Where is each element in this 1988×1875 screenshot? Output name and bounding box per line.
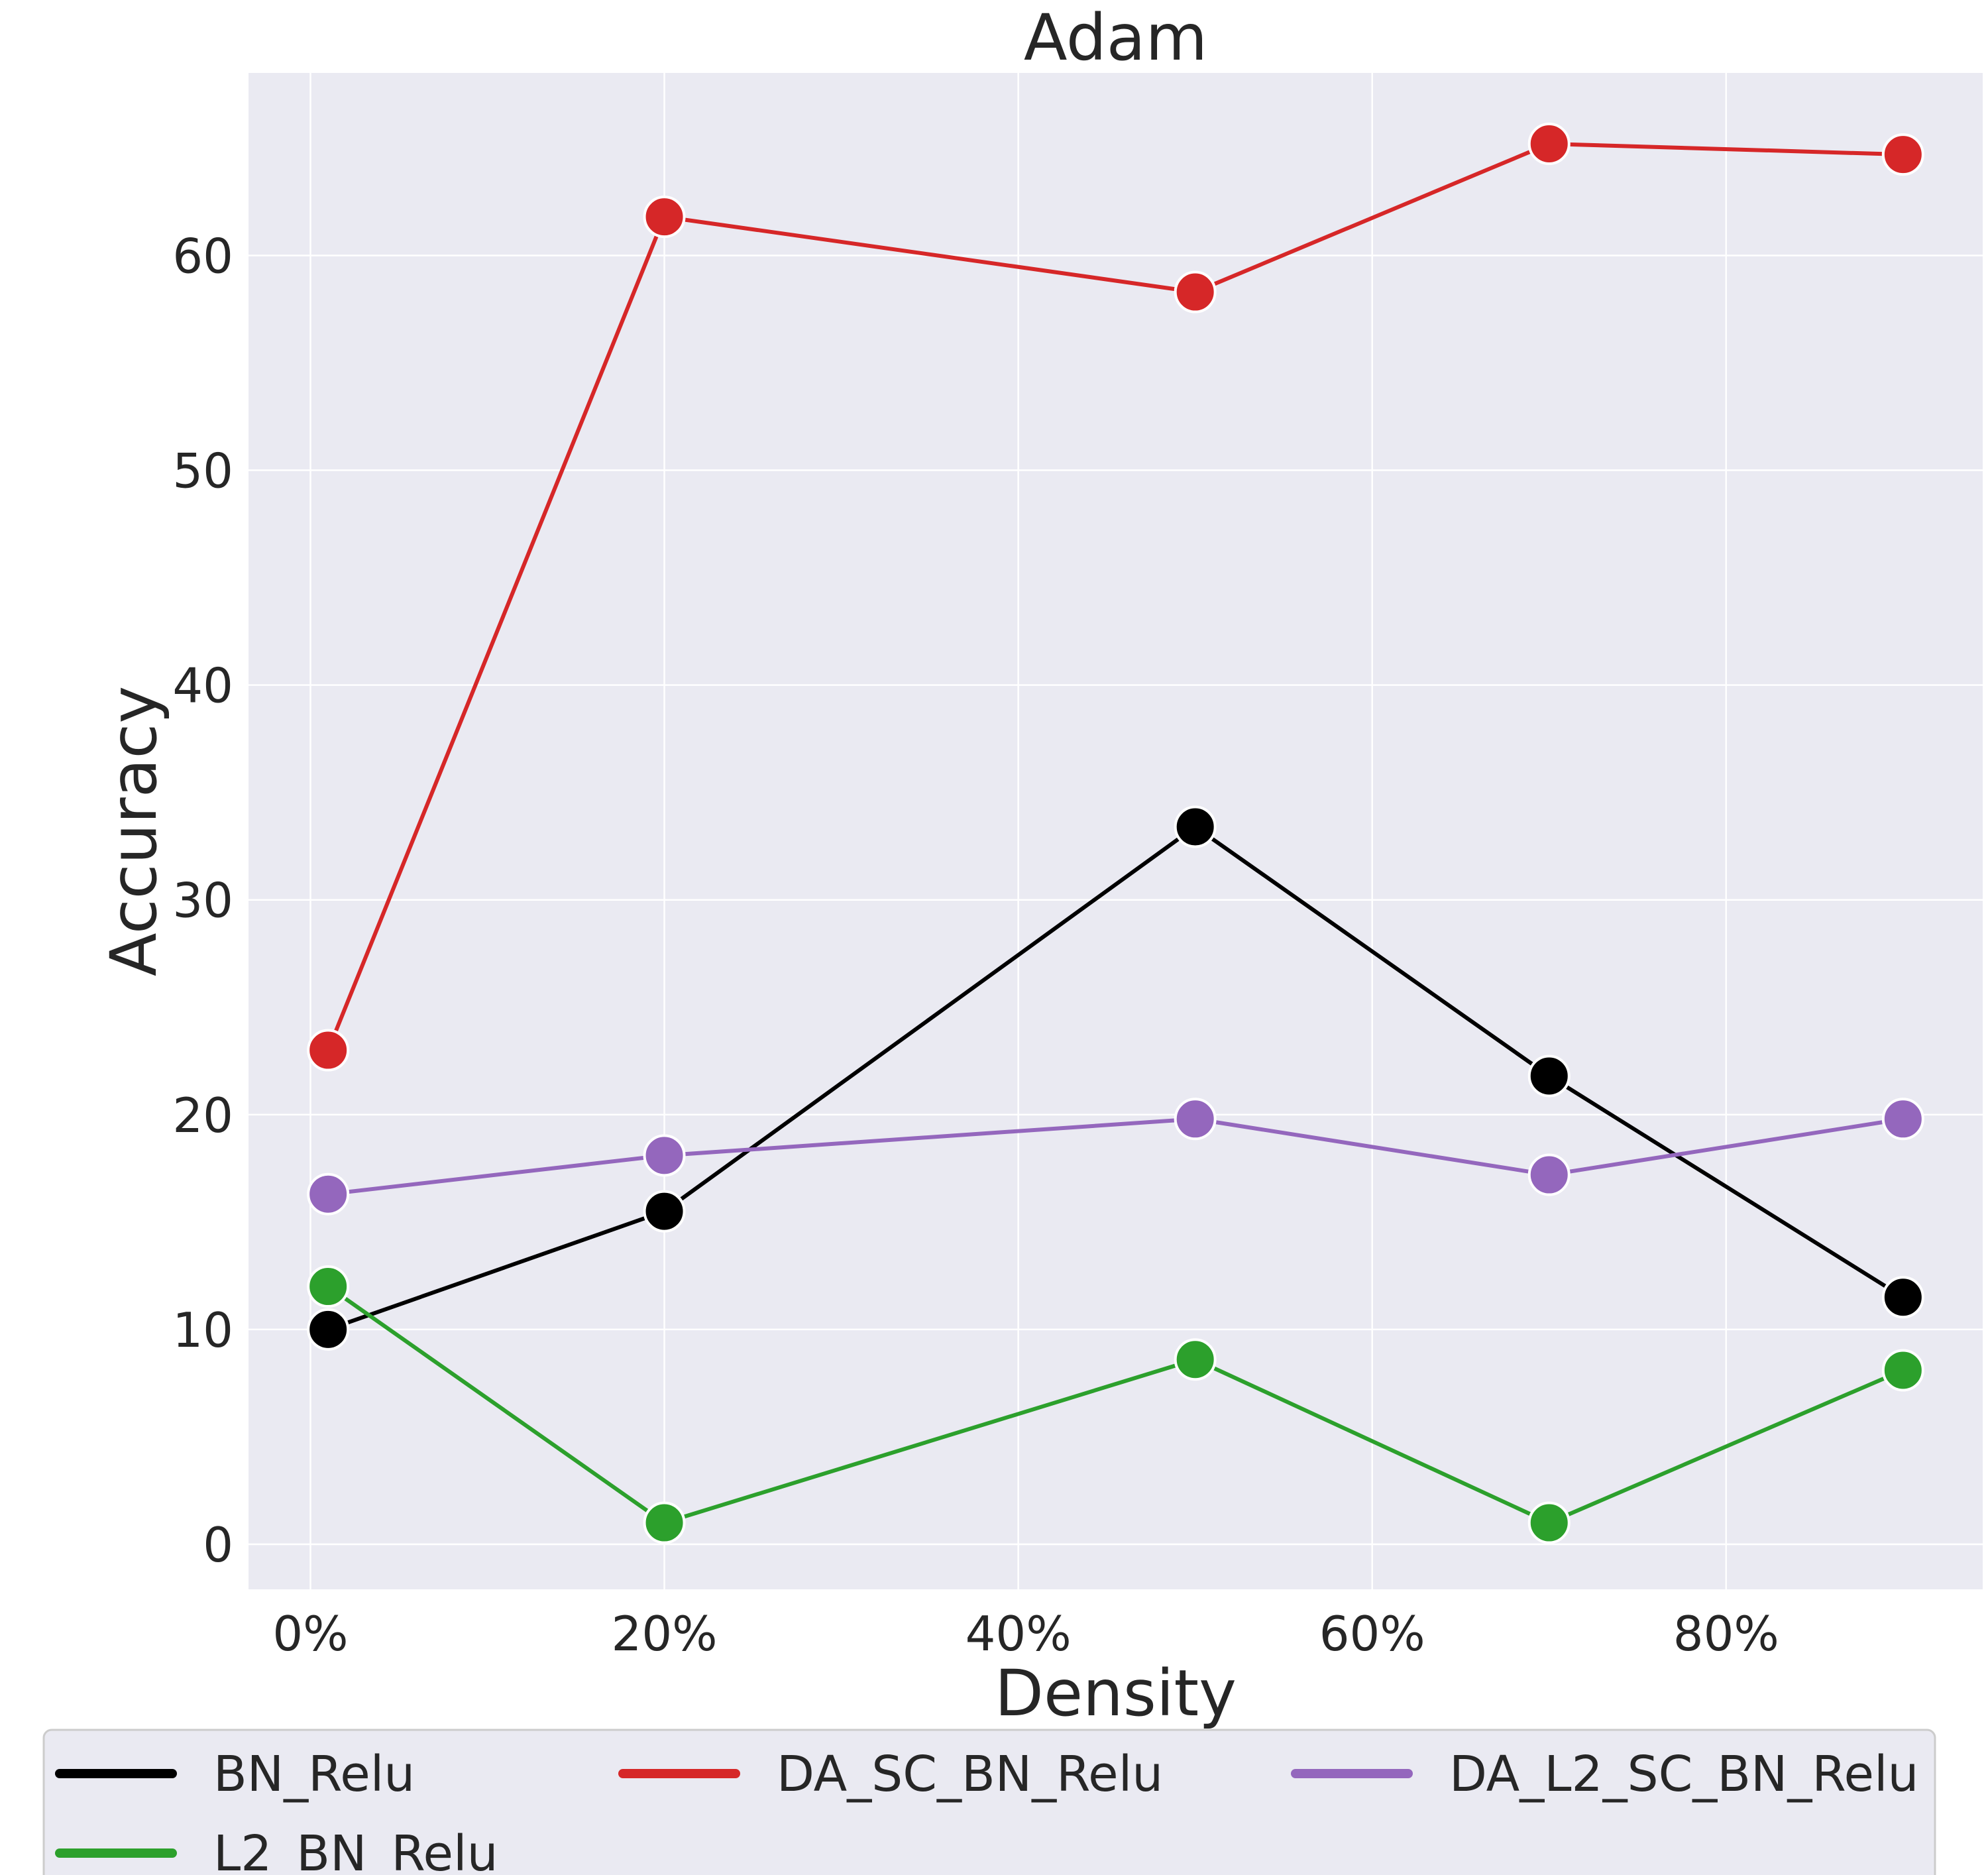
- x-tick-label: 40%: [966, 1606, 1072, 1662]
- data-point-l2-bn-relu: [1174, 1338, 1217, 1381]
- grid: [248, 73, 1983, 1589]
- data-point-bn-relu: [1881, 1276, 1924, 1319]
- x-tick-label: 80%: [1673, 1606, 1779, 1662]
- data-point-bn-relu: [643, 1190, 686, 1233]
- series-points: [307, 122, 1924, 1544]
- legend-box: [42, 1729, 1936, 1875]
- y-axis-label: Accuracy: [97, 686, 171, 976]
- legend-label-da-sc-bn-relu: DA_SC_BN_Relu: [777, 1746, 1163, 1803]
- data-point-da-sc-bn-relu: [1174, 270, 1217, 313]
- data-point-bn-relu: [1174, 805, 1217, 848]
- legend: BN_Relu DA_SC_BN_Relu DA_L2_SC_BN_Relu L2_B…: [42, 1729, 1936, 1875]
- y-tick-label: 30: [172, 873, 233, 929]
- y-tick-label: 50: [172, 443, 233, 499]
- data-point-l2-bn-relu: [307, 1265, 350, 1308]
- x-tick-label: 20%: [612, 1606, 718, 1662]
- data-point-l2-bn-relu: [1881, 1349, 1924, 1392]
- x-axis-label: Density: [995, 1656, 1237, 1731]
- chart-title: Adam: [1024, 1, 1207, 75]
- y-tick-label: 40: [172, 658, 233, 714]
- data-point-bn-relu: [307, 1308, 350, 1351]
- data-point-da-sc-bn-relu: [1881, 133, 1924, 176]
- plot-area: [248, 73, 1983, 1589]
- data-point-bn-relu: [1527, 1054, 1571, 1098]
- data-point-l2-bn-relu: [643, 1501, 686, 1544]
- data-point-da-sc-bn-relu: [1527, 122, 1571, 165]
- data-point-da-l2-sc-bn-relu: [643, 1134, 686, 1177]
- data-point-da-sc-bn-relu: [307, 1029, 350, 1072]
- data-point-l2-bn-relu: [1527, 1501, 1571, 1544]
- x-ticks: 0% 20% 40% 60% 80%: [272, 1606, 1779, 1662]
- data-point-da-l2-sc-bn-relu: [1174, 1098, 1217, 1141]
- data-point-da-l2-sc-bn-relu: [1881, 1098, 1924, 1141]
- y-tick-label: 10: [172, 1302, 233, 1358]
- data-point-da-l2-sc-bn-relu: [1527, 1153, 1571, 1196]
- y-tick-label: 20: [172, 1088, 233, 1143]
- data-point-da-sc-bn-relu: [643, 196, 686, 239]
- y-tick-label: 60: [172, 228, 233, 284]
- y-tick-label: 0: [203, 1517, 233, 1573]
- x-tick-label: 60%: [1319, 1606, 1425, 1662]
- data-point-da-l2-sc-bn-relu: [307, 1172, 350, 1216]
- legend-label-da-l2-sc-bn-relu: DA_L2_SC_BN_Relu: [1449, 1746, 1918, 1803]
- x-tick-label: 0%: [272, 1606, 348, 1662]
- y-ticks: 0 10 20 30 40 50 60: [172, 228, 233, 1572]
- legend-label-l2-bn-relu: L2_BN_Relu: [213, 1825, 498, 1875]
- legend-label-bn-relu: BN_Relu: [213, 1746, 415, 1803]
